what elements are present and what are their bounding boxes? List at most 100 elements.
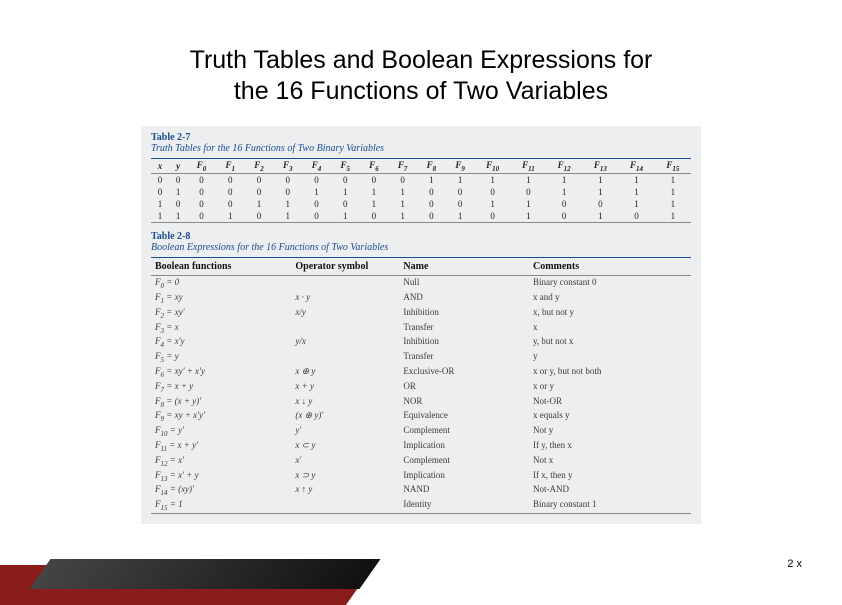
ft-cell: Exclusive-OR xyxy=(399,365,529,380)
tt-cell: 0 xyxy=(475,210,511,223)
ft-cell: Complement xyxy=(399,454,529,469)
ft-cell: Equivalence xyxy=(399,409,529,424)
table-row: F2 = xy'x/yInhibitionx, but not y xyxy=(151,306,691,321)
tt-cell: 1 xyxy=(331,186,360,198)
tt-cell: 0 xyxy=(582,198,618,210)
tt-cell: 0 xyxy=(245,210,274,223)
tt-head-f11: F11 xyxy=(511,158,546,174)
tt-cell: 0 xyxy=(245,174,274,187)
tt-head-y: y xyxy=(169,158,187,174)
tt-head-f8: F8 xyxy=(417,158,446,174)
decorative-swoosh xyxy=(0,540,380,595)
ft-cell xyxy=(291,276,399,291)
tt-cell: 0 xyxy=(187,210,216,223)
ft-cell xyxy=(291,350,399,365)
ft-cell: F11 = x + y' xyxy=(151,439,291,454)
tt-cell: 0 xyxy=(216,186,245,198)
table-row: F9 = xy + x'y'(x ⊕ y)'Equivalencex equal… xyxy=(151,409,691,424)
tt-cell: 1 xyxy=(511,210,546,223)
ft-cell: F12 = x' xyxy=(151,454,291,469)
tt-cell: 1 xyxy=(388,210,417,223)
ft-cell: Implication xyxy=(399,469,529,484)
ft-cell: If x, then y xyxy=(529,469,691,484)
ft-cell: x or y, but not both xyxy=(529,365,691,380)
ft-cell: x' xyxy=(291,454,399,469)
ft-cell: Complement xyxy=(399,424,529,439)
tt-cell: 1 xyxy=(655,186,691,198)
tt-cell: 1 xyxy=(360,198,389,210)
tt-head-f10: F10 xyxy=(475,158,511,174)
ft-cell: F1 = xy xyxy=(151,291,291,306)
tt-cell: 1 xyxy=(655,198,691,210)
ft-cell: F5 = y xyxy=(151,350,291,365)
ft-cell: F8 = (x + y)' xyxy=(151,395,291,410)
ft-cell: Binary constant 0 xyxy=(529,276,691,291)
ft-cell: F3 = x xyxy=(151,321,291,336)
ft-cell: F14 = (xy)' xyxy=(151,483,291,498)
table-row: F13 = x' + yx ⊃ yImplicationIf x, then y xyxy=(151,469,691,484)
tt-head-f15: F15 xyxy=(655,158,691,174)
col-comments: Comments xyxy=(529,258,691,276)
ft-cell: x + y xyxy=(291,380,399,395)
tt-head-f12: F12 xyxy=(546,158,582,174)
tt-head-f0: F0 xyxy=(187,158,216,174)
ft-cell: F15 = 1 xyxy=(151,498,291,513)
tt-cell: 0 xyxy=(511,186,546,198)
tt-head-f7: F7 xyxy=(388,158,417,174)
ft-cell: x ↑ y xyxy=(291,483,399,498)
table28-label: Table 2-8 xyxy=(151,231,691,242)
ft-cell: y/x xyxy=(291,335,399,350)
tt-cell: 1 xyxy=(169,210,187,223)
tt-cell: 0 xyxy=(216,174,245,187)
ft-cell: Not-AND xyxy=(529,483,691,498)
tt-head-f5: F5 xyxy=(331,158,360,174)
ft-cell: Not-OR xyxy=(529,395,691,410)
ft-cell: x/y xyxy=(291,306,399,321)
tt-head-f2: F2 xyxy=(245,158,274,174)
book-scan-region: Table 2-7 Truth Tables for the 16 Functi… xyxy=(141,126,701,525)
tt-head-x: x xyxy=(151,158,169,174)
tt-cell: 1 xyxy=(655,210,691,223)
tt-head-f4: F4 xyxy=(302,158,331,174)
tt-cell: 0 xyxy=(302,210,331,223)
tt-cell: 1 xyxy=(302,186,331,198)
tt-cell: 0 xyxy=(187,174,216,187)
ft-cell: F6 = xy' + x'y xyxy=(151,365,291,380)
table-row: F6 = xy' + x'yx ⊕ yExclusive-ORx or y, b… xyxy=(151,365,691,380)
ft-cell: NAND xyxy=(399,483,529,498)
page-number: 2 x xyxy=(787,558,802,570)
table-row: 010000111100001111 xyxy=(151,186,691,198)
table-row: F7 = x + yx + yORx or y xyxy=(151,380,691,395)
tt-cell: 1 xyxy=(169,186,187,198)
table-row: F4 = x'yy/xInhibitiony, but not x xyxy=(151,335,691,350)
tt-cell: 0 xyxy=(446,198,475,210)
tt-cell: 1 xyxy=(618,198,654,210)
tt-cell: 0 xyxy=(216,198,245,210)
tt-cell: 1 xyxy=(511,174,546,187)
tt-head-f9: F9 xyxy=(446,158,475,174)
tt-cell: 0 xyxy=(475,186,511,198)
ft-cell: x ⊕ y xyxy=(291,365,399,380)
tt-head-f13: F13 xyxy=(582,158,618,174)
ft-cell: If y, then x xyxy=(529,439,691,454)
ft-cell: x or y xyxy=(529,380,691,395)
func-table-28: Boolean functions Operator symbol Name C… xyxy=(151,257,691,514)
ft-cell: Inhibition xyxy=(399,335,529,350)
slide-title: Truth Tables and Boolean Expressions for… xyxy=(0,0,842,118)
tt-cell: 0 xyxy=(302,198,331,210)
ft-cell: NOR xyxy=(399,395,529,410)
ft-cell: Not x xyxy=(529,454,691,469)
tt-cell: 0 xyxy=(187,186,216,198)
tt-cell: 1 xyxy=(446,210,475,223)
tt-cell: 0 xyxy=(546,210,582,223)
tt-cell: 0 xyxy=(169,198,187,210)
table-row: F5 = yTransfery xyxy=(151,350,691,365)
tt-head-f3: F3 xyxy=(273,158,302,174)
tt-cell: 0 xyxy=(417,198,446,210)
ft-cell: AND xyxy=(399,291,529,306)
ft-cell: Not y xyxy=(529,424,691,439)
ft-cell: x xyxy=(529,321,691,336)
table-row: F15 = 1IdentityBinary constant 1 xyxy=(151,498,691,513)
ft-cell: F13 = x' + y xyxy=(151,469,291,484)
title-line-1: Truth Tables and Boolean Expressions for xyxy=(190,46,653,74)
